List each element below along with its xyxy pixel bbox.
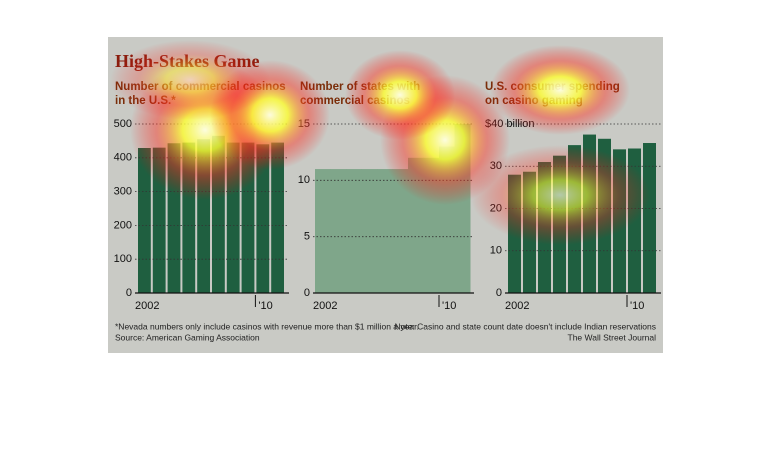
y-tick-label: 100 [114, 253, 132, 265]
chart-title: commercial casinos [300, 95, 410, 107]
y-tick-label: 30 [490, 160, 502, 172]
footnote: *Nevada numbers only include casinos wit… [115, 321, 419, 331]
step-segment [315, 169, 331, 293]
credit: The Wall Street Journal [568, 332, 657, 342]
step-segment [392, 169, 409, 293]
bar [553, 155, 566, 293]
bar [182, 142, 196, 293]
bar [598, 138, 611, 293]
y-tick-label: 15 [298, 118, 310, 130]
step-segment [454, 124, 471, 293]
bar [583, 134, 596, 293]
y-tick-label: 200 [114, 219, 132, 231]
x-tick-label: '10 [442, 300, 456, 312]
x-tick-label: '10 [630, 300, 644, 312]
step-segment [408, 157, 424, 293]
bar [138, 147, 151, 293]
x-tick-label: '10 [258, 300, 272, 312]
y-tick-label: 5 [304, 231, 310, 243]
step-segment [377, 169, 393, 293]
step-segment [330, 169, 347, 293]
x-tick-label: 2002 [505, 300, 529, 312]
y-tick-label: 10 [298, 174, 310, 186]
bar [152, 147, 166, 293]
chart-title: in the U.S.* [115, 95, 176, 107]
x-tick-label: 2002 [135, 300, 159, 312]
step-segment [361, 169, 378, 293]
y-tick-label: 500 [114, 118, 132, 130]
y-tick-label: 20 [490, 202, 502, 214]
bar [538, 162, 551, 293]
chart-title: Number of states with [300, 81, 420, 93]
bar [256, 144, 270, 293]
chart-title: on casino gaming [485, 95, 583, 107]
step-segment [346, 169, 362, 293]
source: Source: American Gaming Association [115, 332, 260, 342]
bar [628, 148, 641, 293]
y-tick-label: 0 [304, 287, 310, 299]
bar [508, 174, 521, 293]
y-tick-label: 0 [496, 287, 502, 299]
step-segment [439, 146, 455, 293]
bar [241, 142, 255, 293]
bar [643, 143, 656, 293]
bar [271, 142, 284, 293]
chart-title: U.S. consumer spending [485, 81, 620, 93]
y-tick-label: 0 [126, 287, 132, 299]
bar [568, 145, 581, 293]
y-tick-label: 400 [114, 152, 132, 164]
y-tick-label: 300 [114, 186, 132, 198]
bar [613, 149, 626, 293]
bar [226, 142, 240, 293]
y-tick-label: 10 [490, 245, 502, 257]
bar [212, 135, 225, 293]
bar [197, 139, 210, 293]
bar [523, 171, 536, 293]
chart-title: Number of commercial casinos [115, 81, 286, 93]
step-segment [423, 157, 440, 293]
title: High-Stakes Game [115, 51, 260, 71]
bar [167, 143, 181, 293]
x-tick-label: 2002 [313, 300, 337, 312]
note: Note: Casino and state count date doesn'… [394, 321, 656, 331]
